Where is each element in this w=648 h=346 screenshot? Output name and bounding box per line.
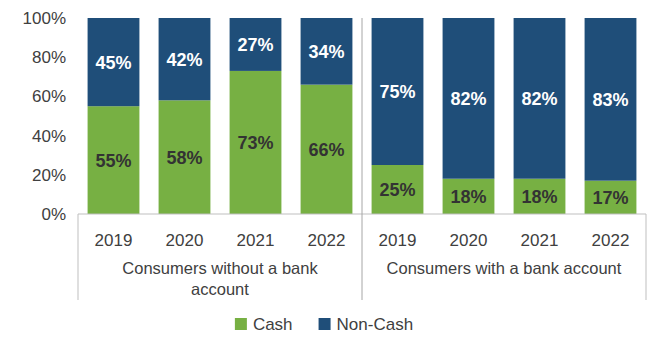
x-tick-label: 2019 — [379, 231, 417, 250]
bar-segment — [372, 18, 424, 165]
data-label: 66% — [308, 140, 344, 160]
data-label: 73% — [237, 133, 273, 153]
legend: Cash Non-Cash — [235, 315, 413, 334]
legend-swatch — [235, 318, 247, 330]
data-label: 34% — [308, 42, 344, 62]
group-label-line: Consumers without a bank — [122, 259, 318, 277]
group-label: Consumers without a bank account — [122, 259, 318, 298]
bar-segment — [88, 106, 140, 214]
data-label: 82% — [521, 89, 557, 109]
data-label: 25% — [379, 180, 415, 200]
data-label: 42% — [166, 50, 202, 70]
data-label: 17% — [592, 188, 628, 208]
bar-segment — [514, 18, 566, 179]
group-label-line: Consumers with a bank account — [387, 259, 622, 277]
bar-segment — [301, 18, 353, 85]
bar-segment — [372, 165, 424, 214]
data-label: 18% — [450, 187, 486, 207]
bar-segment — [88, 18, 140, 106]
x-tick-label: 2022 — [308, 231, 346, 250]
bar-segment — [301, 85, 353, 214]
chart: 0% 20% 40% 60% 80% 100% 55% 58% 73% 66% 25% 18% 18% 1… — [0, 0, 648, 346]
x-tick-label: 2020 — [450, 231, 488, 250]
data-label: 45% — [95, 53, 131, 73]
bar-segment — [443, 18, 495, 179]
data-label: 58% — [166, 148, 202, 168]
y-tick-label: 80% — [32, 48, 66, 67]
bar-segment — [514, 179, 566, 214]
y-tick-label: 60% — [32, 87, 66, 106]
group-divider — [646, 214, 647, 300]
bar-segment — [230, 71, 282, 214]
data-label: 27% — [237, 35, 273, 55]
y-tick-label: 20% — [32, 166, 66, 185]
group-divider — [78, 214, 79, 300]
legend-label: Non-Cash — [337, 315, 414, 334]
x-tick-label: 2021 — [237, 231, 275, 250]
data-label: 55% — [95, 151, 131, 171]
x-tick-label: 2019 — [95, 231, 133, 250]
x-tick-label: 2020 — [166, 231, 204, 250]
group-divider — [362, 18, 363, 300]
bar-segment — [159, 100, 211, 214]
bar-segment — [443, 179, 495, 214]
x-axis: 2019 2020 2021 2022 2019 2020 2021 2022 Consumer… — [78, 18, 646, 300]
data-label: 18% — [521, 187, 557, 207]
data-label: 82% — [450, 89, 486, 109]
y-axis: 0% 20% 40% 60% 80% 100% — [23, 9, 66, 224]
bar-segment — [230, 18, 282, 71]
bar-segment — [585, 18, 637, 181]
legend-swatch — [319, 318, 331, 330]
y-tick-label: 100% — [23, 9, 66, 28]
y-tick-label: 0% — [41, 205, 66, 224]
data-label: 75% — [379, 82, 415, 102]
x-tick-label: 2021 — [521, 231, 559, 250]
bar-segment — [585, 181, 637, 214]
group-label-line: account — [191, 280, 249, 298]
group-label: Consumers with a bank account — [387, 259, 622, 277]
y-tick-label: 40% — [32, 127, 66, 146]
legend-label: Cash — [253, 315, 293, 334]
data-label: 83% — [592, 90, 628, 110]
x-tick-label: 2022 — [592, 231, 630, 250]
bar-segment — [159, 18, 211, 100]
